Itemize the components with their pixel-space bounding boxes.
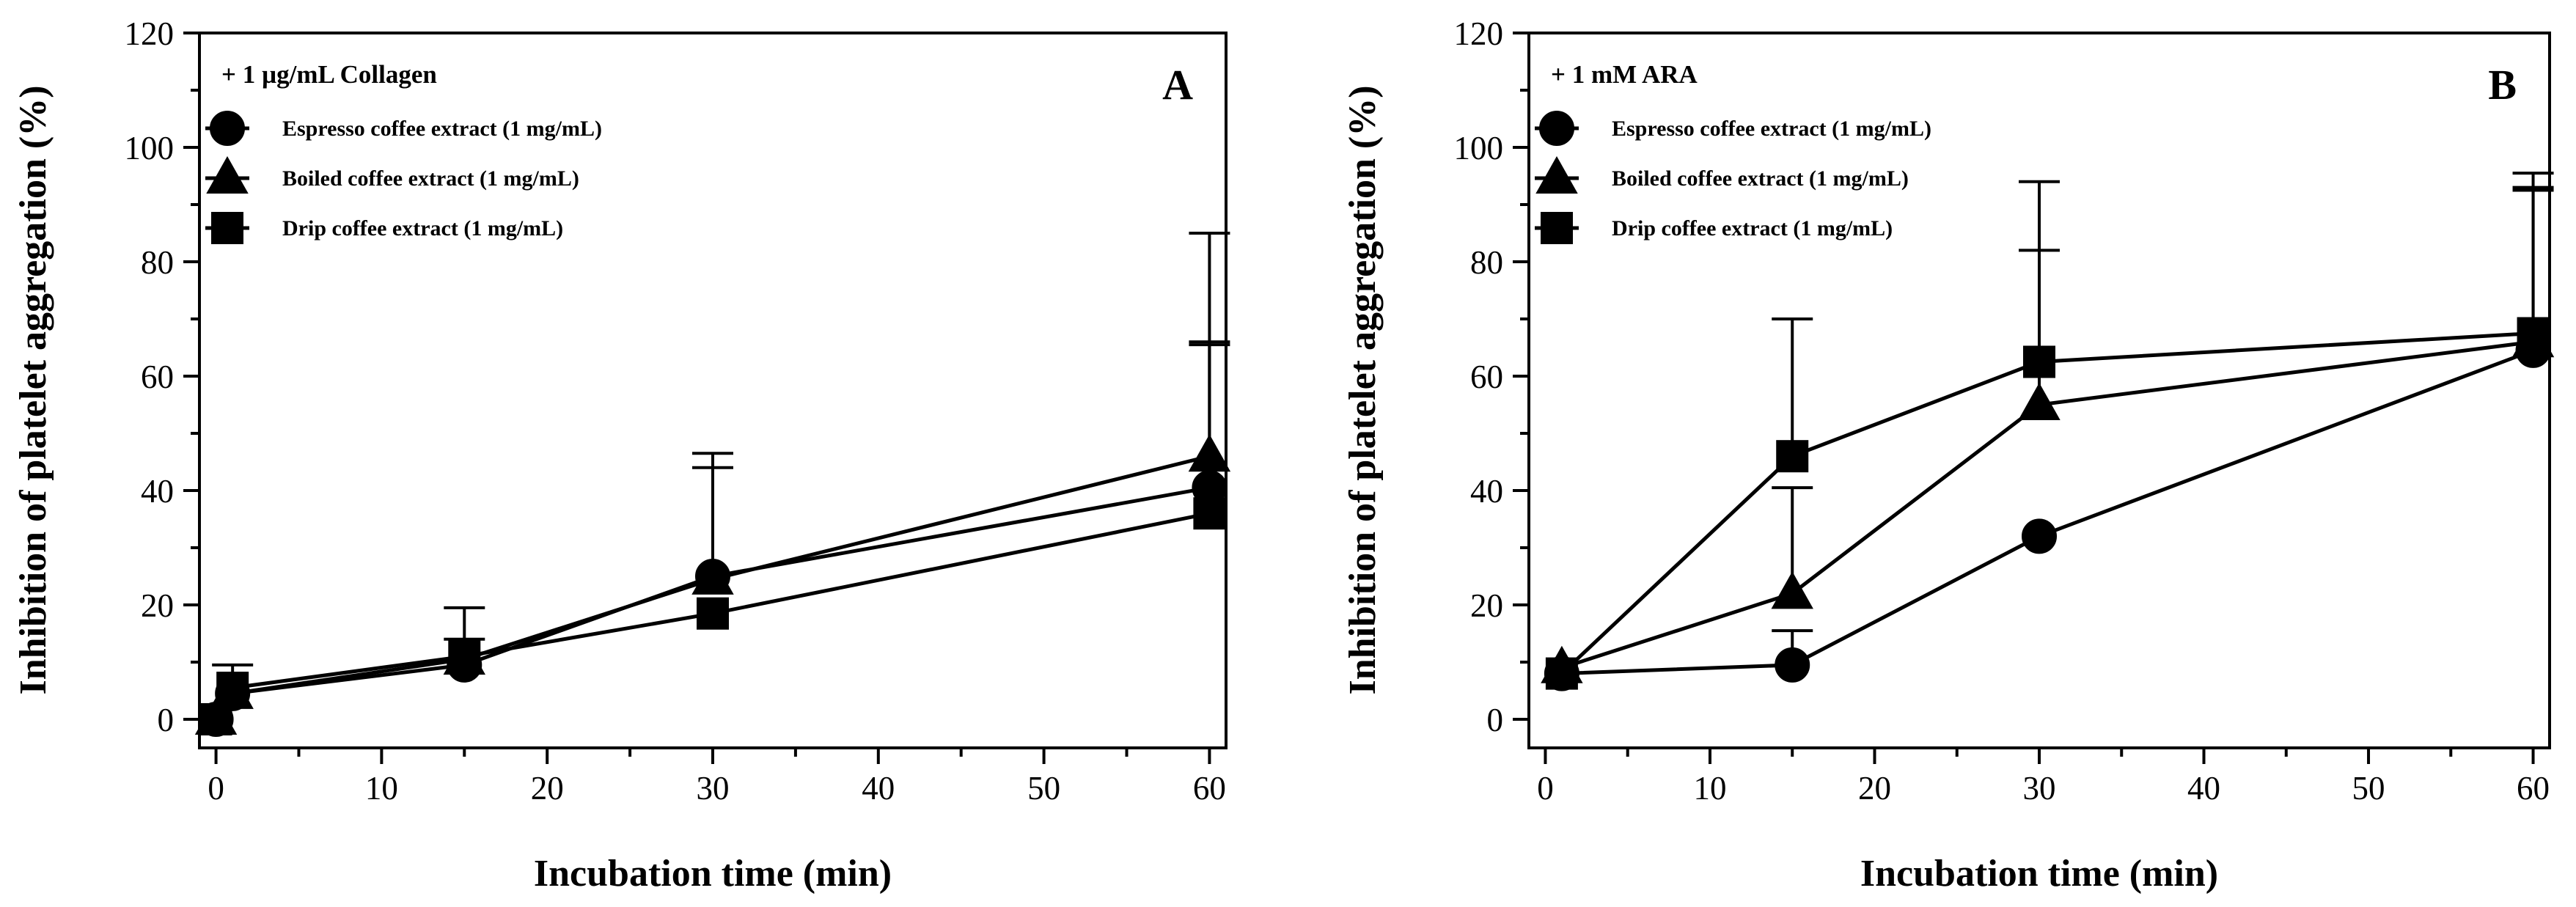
y-tick-label: 120 bbox=[125, 15, 175, 52]
series-line bbox=[1560, 331, 2533, 675]
legend-label: Drip coffee extract (1 mg/mL) bbox=[282, 216, 563, 240]
panel-letter: B bbox=[2488, 61, 2517, 109]
series-circle bbox=[1544, 188, 2554, 691]
y-tick-label: 0 bbox=[158, 702, 175, 738]
legend-marker-square bbox=[1541, 212, 1573, 244]
series-line bbox=[1561, 339, 2533, 670]
x-tick-label: 50 bbox=[2352, 770, 2385, 807]
x-tick-label: 0 bbox=[1537, 770, 1554, 807]
x-tick-label: 40 bbox=[862, 770, 895, 807]
legend-item: Espresso coffee extract (1 mg/mL) bbox=[1535, 111, 1931, 146]
data-point-square bbox=[1776, 440, 1809, 473]
y-tick-label: 20 bbox=[1470, 587, 1503, 624]
x-tick-label: 20 bbox=[1858, 770, 1891, 807]
y-tick-label: 20 bbox=[141, 587, 174, 624]
y-tick-label: 60 bbox=[1470, 359, 1503, 395]
series-square bbox=[199, 340, 1230, 735]
series-square bbox=[1545, 172, 2554, 690]
data-point-square bbox=[2023, 345, 2055, 378]
x-tick-label: 30 bbox=[697, 770, 730, 807]
data-point-square bbox=[1193, 497, 1226, 530]
data-point-circle bbox=[2022, 518, 2057, 554]
y-tick-label: 0 bbox=[1487, 702, 1504, 738]
data-point-triangle bbox=[2018, 382, 2061, 420]
y-axis-title: Inhibition of platelet aggregation (%) bbox=[12, 85, 54, 694]
panel-a: 0 10 20 30 40 50 60 0 20 40 60 80 100 120 Incubation t… bbox=[12, 15, 1231, 895]
x-tick-label: 30 bbox=[2023, 770, 2056, 807]
y-tick-label: 100 bbox=[1454, 130, 1504, 166]
x-tick-label: 60 bbox=[2517, 770, 2550, 807]
data-point-square bbox=[2517, 317, 2550, 350]
data-point-square bbox=[199, 703, 232, 735]
x-tick-label: 10 bbox=[365, 770, 398, 807]
legend-marker-circle bbox=[210, 111, 245, 146]
series-triangle bbox=[194, 232, 1231, 735]
data-point-square bbox=[448, 640, 481, 673]
series-triangle bbox=[1541, 186, 2555, 683]
y-axis-title: Inhibition of platelet aggregation (%) bbox=[1342, 85, 1384, 694]
legend-item: Espresso coffee extract (1 mg/mL) bbox=[205, 111, 602, 146]
x-tick-label: 60 bbox=[1193, 770, 1226, 807]
condition-label: + 1 µg/mL Collagen bbox=[221, 60, 437, 89]
y-tick-label: 60 bbox=[141, 359, 174, 395]
legend-label: Boiled coffee extract (1 mg/mL) bbox=[1612, 166, 1909, 191]
x-tick-label: 10 bbox=[1693, 770, 1726, 807]
legend-marker-square bbox=[211, 212, 243, 244]
legend-label: Espresso coffee extract (1 mg/mL) bbox=[282, 117, 602, 141]
legend-item: Boiled coffee extract (1 mg/mL) bbox=[1535, 155, 1909, 194]
y-tick-label: 40 bbox=[141, 473, 174, 510]
legend-item: Boiled coffee extract (1 mg/mL) bbox=[205, 155, 579, 194]
legend-marker-triangle bbox=[1535, 155, 1578, 194]
legend-marker-circle bbox=[1539, 111, 1574, 146]
y-tick-label: 80 bbox=[141, 244, 174, 281]
legend-label: Boiled coffee extract (1 mg/mL) bbox=[282, 166, 579, 191]
y-tick-label: 40 bbox=[1470, 473, 1503, 510]
data-point-circle bbox=[1775, 647, 1810, 683]
panel-letter: A bbox=[1162, 61, 1193, 109]
y-tick-label: 100 bbox=[125, 130, 175, 166]
x-tick-label: 50 bbox=[1027, 770, 1060, 807]
legend-label: Drip coffee extract (1 mg/mL) bbox=[1612, 216, 1893, 240]
legend-marker-triangle bbox=[206, 155, 249, 194]
data-point-triangle bbox=[691, 557, 734, 595]
legend-item: Drip coffee extract (1 mg/mL) bbox=[205, 212, 563, 244]
x-tick-label: 40 bbox=[2187, 770, 2220, 807]
data-point-square bbox=[697, 597, 729, 630]
data-point-square bbox=[216, 672, 249, 705]
condition-label: + 1 mM ARA bbox=[1551, 60, 1698, 89]
legend-item: Drip coffee extract (1 mg/mL) bbox=[1535, 212, 1893, 244]
y-tick-label: 80 bbox=[1470, 244, 1503, 281]
data-point-triangle bbox=[1771, 571, 1813, 609]
legend-label: Espresso coffee extract (1 mg/mL) bbox=[1612, 117, 1931, 141]
x-axis-title: Incubation time (min) bbox=[1860, 853, 2218, 895]
y-tick-label: 120 bbox=[1454, 15, 1504, 52]
x-axis-title: Incubation time (min) bbox=[534, 853, 892, 895]
panel-b: 0 10 20 30 40 50 60 0 20 40 60 80 100 120 Incubation t… bbox=[1342, 15, 2555, 895]
series-line bbox=[1561, 348, 2534, 676]
x-tick-label: 20 bbox=[531, 770, 564, 807]
data-point-square bbox=[1545, 657, 1578, 690]
x-tick-label: 0 bbox=[208, 770, 224, 807]
